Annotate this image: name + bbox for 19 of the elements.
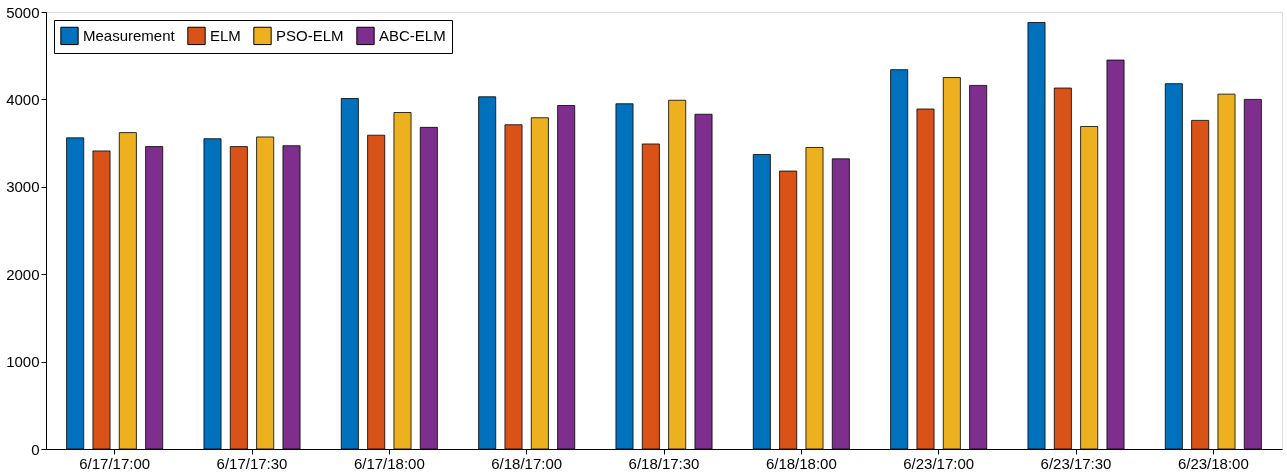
x-tick-label: 6/18/17:30 [628,454,700,472]
legend-label: PSO-ELM [276,26,344,44]
y-tick-label: 4000 [6,90,40,108]
y-tick-label: 3000 [6,178,40,196]
legend-label: ABC-ELM [379,26,446,44]
legend-label: Measurement [83,26,176,44]
x-tick-label: 6/18/18:00 [765,454,837,472]
x-tick-label: 6/18/17:00 [491,454,563,472]
x-tick-label: 6/23/18:00 [1177,454,1249,472]
x-tick-label: 6/17/17:00 [79,454,151,472]
y-tick-label: 2000 [6,265,40,283]
legend-label: ELM [210,26,241,44]
x-tick-label: 6/23/17:00 [903,454,975,472]
y-tick-label: 1000 [6,353,40,371]
x-tick-label: 6/17/18:00 [353,454,425,472]
y-tick-label: 5000 [6,3,40,21]
x-tick-label: 6/17/17:30 [216,454,288,472]
x-tick-label: 6/23/17:30 [1040,454,1112,472]
y-tick-label: 0 [31,440,40,458]
